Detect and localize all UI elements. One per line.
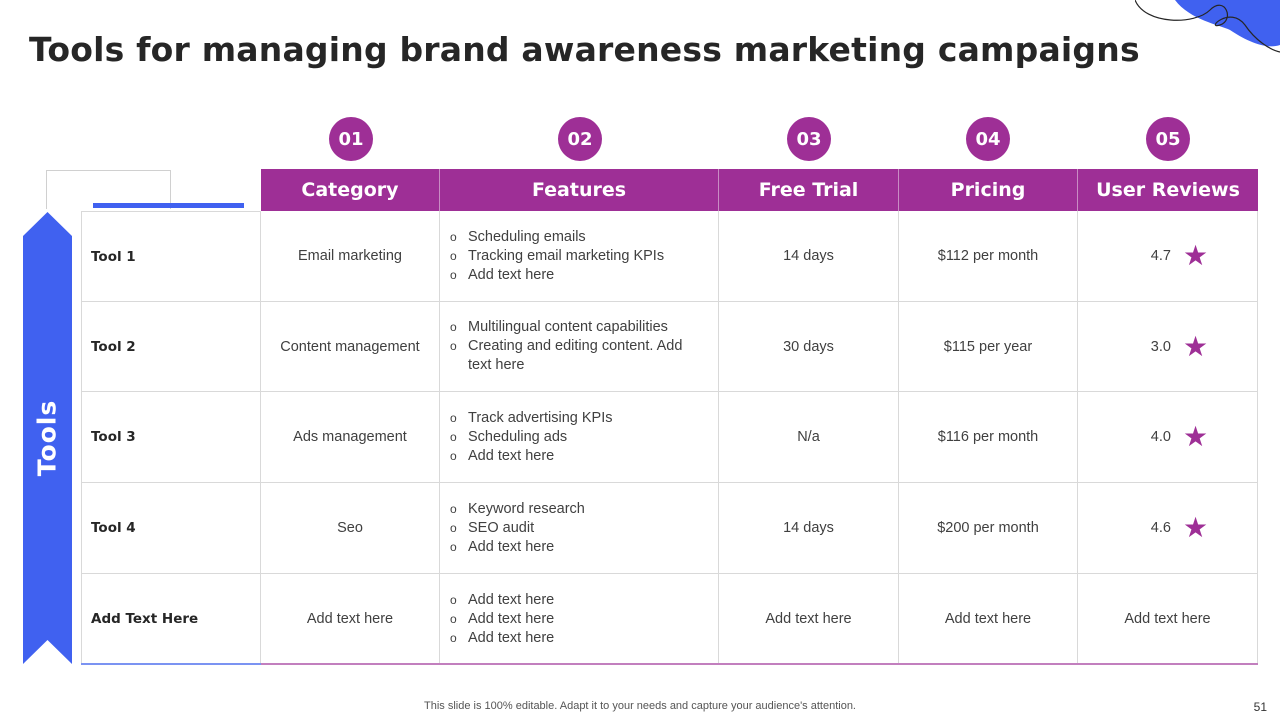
tools-ribbon-label: Tools (32, 399, 62, 477)
row-name-tool-4: Tool 4 (81, 483, 261, 574)
features-cell: Track advertising KPIs Scheduling ads Ad… (440, 392, 719, 483)
row-name-add-text: Add Text Here (81, 574, 261, 664)
pricing-cell: Add text here (899, 574, 1078, 664)
features-cell: Keyword research SEO audit Add text here (440, 483, 719, 574)
row-name-tool-2: Tool 2 (81, 302, 261, 392)
table-bottom-line-blue (81, 663, 261, 665)
features-list: Keyword research SEO audit Add text here (450, 500, 585, 557)
row-name-tool-1: Tool 1 (81, 211, 261, 302)
feature-item: Tracking email marketing KPIs (450, 247, 664, 266)
free-trial-cell: N/a (719, 392, 899, 483)
feature-item: SEO audit (450, 519, 585, 538)
tools-table: Category Features Free Trial Pricing Use… (81, 169, 1258, 665)
column-header-free-trial: Free Trial (719, 169, 899, 211)
star-icon: ★ (1182, 240, 1209, 271)
page-number: 51 (1253, 700, 1267, 714)
feature-item: Creating and editing content. Add text h… (450, 337, 685, 375)
review-cell: 4.6 ★ (1078, 483, 1258, 574)
feature-item: Keyword research (450, 500, 585, 519)
footer-note: This slide is 100% editable. Adapt it to… (424, 700, 856, 712)
free-trial-cell: 14 days (719, 211, 899, 302)
feature-item: Track advertising KPIs (450, 409, 613, 428)
decorative-tab-line (93, 203, 244, 208)
page-title: Tools for managing brand awareness marke… (29, 30, 1140, 69)
step-number-3: 03 (787, 117, 831, 161)
review-score: 4.6 (1150, 520, 1171, 536)
feature-item: Multilingual content capabilities (450, 318, 685, 337)
review-cell: 4.0 ★ (1078, 392, 1258, 483)
tools-ribbon (23, 212, 72, 664)
feature-item: Add text here (450, 610, 554, 629)
step-number-4: 04 (966, 117, 1010, 161)
free-trial-cell: 14 days (719, 483, 899, 574)
category-cell: Add text here (261, 574, 440, 664)
category-cell: Email marketing (261, 211, 440, 302)
column-header-features: Features (440, 169, 719, 211)
feature-item: Add text here (450, 591, 554, 610)
pricing-cell: $200 per month (899, 483, 1078, 574)
review-cell: Add text here (1078, 574, 1258, 664)
step-number-1: 01 (329, 117, 373, 161)
features-cell: Add text here Add text here Add text her… (440, 574, 719, 664)
pricing-cell: $115 per year (899, 302, 1078, 392)
review-score: 3.0 (1150, 338, 1171, 355)
pricing-cell: $112 per month (899, 211, 1078, 302)
feature-item: Scheduling ads (450, 428, 613, 447)
column-header-user-reviews: User Reviews (1078, 169, 1258, 211)
features-list: Multilingual content capabilities Creati… (450, 318, 685, 375)
table-bottom-line-purple (261, 663, 1258, 665)
free-trial-cell: 30 days (719, 302, 899, 392)
column-header-pricing: Pricing (899, 169, 1078, 211)
free-trial-cell: Add text here (719, 574, 899, 664)
feature-item: Add text here (450, 538, 585, 557)
features-list: Track advertising KPIs Scheduling ads Ad… (450, 409, 613, 466)
step-number-5: 05 (1146, 117, 1190, 161)
star-icon: ★ (1182, 330, 1209, 362)
feature-item: Scheduling emails (450, 228, 664, 247)
review-cell: 4.7 ★ (1078, 211, 1258, 302)
step-number-2: 02 (558, 117, 602, 161)
category-cell: Ads management (261, 392, 440, 483)
decorative-blob (1135, 0, 1280, 53)
feature-item: Add text here (450, 447, 613, 466)
category-cell: Content management (261, 302, 440, 392)
feature-item: Add text here (450, 266, 664, 285)
features-list: Add text here Add text here Add text her… (450, 591, 554, 648)
column-header-category: Category (261, 169, 440, 211)
features-cell: Scheduling emails Tracking email marketi… (440, 211, 719, 302)
category-cell: Seo (261, 483, 440, 574)
row-name-tool-3: Tool 3 (81, 392, 261, 483)
decorative-tab (46, 170, 171, 209)
features-list: Scheduling emails Tracking email marketi… (450, 228, 664, 285)
review-score: 4.7 (1150, 248, 1171, 264)
feature-item: Add text here (450, 629, 554, 648)
review-cell: 3.0 ★ (1078, 302, 1258, 392)
features-cell: Multilingual content capabilities Creati… (440, 302, 719, 392)
star-icon: ★ (1182, 421, 1209, 452)
pricing-cell: $116 per month (899, 392, 1078, 483)
review-score: 4.0 (1150, 429, 1171, 445)
star-icon: ★ (1182, 512, 1209, 543)
